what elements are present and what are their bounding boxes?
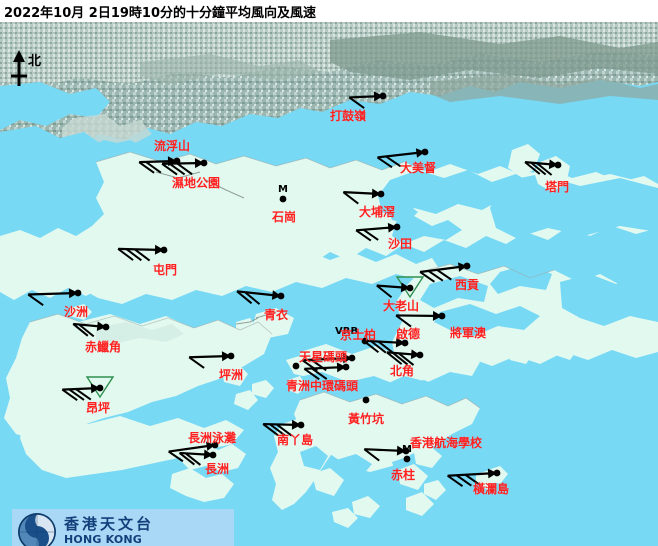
station-dot[interactable]	[377, 190, 385, 198]
wind-barb	[138, 156, 178, 174]
station-label: 沙田	[388, 237, 413, 251]
station-label: 赤鱲角	[85, 340, 122, 354]
calm-marker: M	[278, 184, 288, 195]
station-label: 香港航海學校	[410, 436, 483, 450]
wind-barb	[262, 419, 302, 437]
wind-barb	[524, 159, 559, 176]
station-dot[interactable]	[279, 195, 287, 203]
wind-barb	[117, 244, 165, 262]
wind-barb	[419, 262, 468, 283]
station-label: 長洲	[205, 462, 230, 476]
station-label: 赤柱	[391, 468, 416, 482]
station-dot[interactable]	[379, 92, 387, 100]
station-label: 大埔滘	[359, 205, 396, 219]
hko-logo-en: HONG KONG OBSERVATORY	[64, 533, 143, 546]
station-dot[interactable]	[438, 312, 446, 320]
station-dot[interactable]	[96, 384, 104, 392]
wind-barb	[236, 290, 282, 305]
wind-barb	[178, 449, 214, 466]
wind-barb	[27, 288, 79, 307]
station-dot[interactable]	[406, 284, 414, 292]
station-label: 打鼓嶺	[330, 109, 367, 123]
station-label: 坪洲	[219, 368, 244, 382]
station-label: 長洲泳灘	[188, 431, 237, 445]
station-label: 濕地公園	[172, 176, 221, 190]
variable-wind-marker: VRB	[335, 326, 359, 337]
wind-barb	[72, 321, 107, 338]
wind-barb	[303, 362, 347, 381]
station-label: 青衣	[264, 308, 289, 322]
wind-barb	[363, 445, 407, 462]
station-dot[interactable]	[277, 292, 285, 300]
station-label: 西貢	[455, 278, 480, 292]
map-canvas: 打鼓嶺流浮山濕地公園 M 石崗 大美督塔門大埔滘沙田屯門沙洲赤鱲角昂坪 坪洲 青衣 西貢大老…	[0, 22, 658, 546]
wind-barb	[362, 337, 406, 354]
station-label: 橫瀾島	[473, 482, 510, 496]
station-dot[interactable]	[362, 396, 370, 404]
wind-barb	[61, 383, 101, 402]
station-label: 天星碼頭	[299, 350, 348, 364]
station-dot[interactable]	[402, 447, 410, 455]
station-label: 啟德	[396, 327, 421, 341]
station-dot[interactable]	[403, 455, 411, 463]
station-label: 流浮山	[154, 139, 191, 153]
title-bar: 2022年10月 2日19時10分的十分鐘平均風向及風速	[0, 0, 658, 22]
station-dot[interactable]	[421, 148, 429, 156]
station-dot[interactable]	[200, 159, 208, 167]
wind-barb-layer	[27, 91, 562, 488]
station-dot[interactable]	[160, 246, 168, 254]
station-dot[interactable]	[74, 289, 82, 297]
station-dot[interactable]	[401, 339, 409, 347]
station-label: 塔門	[545, 180, 570, 194]
station-dot[interactable]	[209, 451, 217, 459]
page-title: 2022年10月 2日19時10分的十分鐘平均風向及風速	[4, 6, 317, 21]
station-dot[interactable]	[493, 469, 501, 477]
wind-barb	[395, 310, 443, 328]
wind-barb	[447, 468, 498, 488]
station-label: 大美督	[400, 161, 437, 175]
station-dot[interactable]	[211, 441, 219, 449]
wind-barb	[376, 148, 426, 169]
station-dot[interactable]	[292, 362, 300, 370]
station-dot[interactable]	[393, 223, 401, 231]
station-label: 京士柏	[340, 328, 377, 342]
station-dot[interactable]	[227, 352, 235, 360]
hko-logo: 香港天文台 HONG KONG OBSERVATORY	[12, 509, 234, 546]
station-label: 南丫島	[277, 433, 314, 447]
station-label: 石崗	[272, 210, 297, 224]
wind-barb	[188, 351, 232, 369]
station-dot[interactable]	[416, 351, 424, 359]
map-geography	[0, 22, 658, 546]
station-label: 青洲	[286, 379, 311, 393]
station-label: 昂坪	[86, 401, 111, 415]
wind-barb	[348, 91, 384, 109]
calm-marker: M	[402, 444, 412, 455]
station-dot[interactable]	[102, 323, 110, 331]
station-dot[interactable]	[463, 262, 471, 270]
wind-barb	[161, 158, 205, 176]
station-label: 中環碼頭	[310, 379, 359, 393]
station-label: 大老山	[383, 299, 420, 313]
hko-logo-zh: 香港天文台	[64, 515, 155, 533]
station-label: 沙洲	[64, 305, 89, 319]
north-arrow-icon	[11, 50, 27, 86]
wind-barb	[342, 188, 382, 205]
wind-barb	[376, 282, 411, 299]
wind-barb	[386, 349, 421, 366]
station-dot[interactable]	[554, 161, 562, 169]
wind-barb	[355, 222, 398, 242]
station-label: 北角	[390, 364, 415, 378]
station-dot[interactable]	[297, 421, 305, 429]
station-dot[interactable]	[342, 363, 350, 371]
wind-barb	[168, 441, 216, 463]
station-label: 將軍澳	[450, 326, 487, 340]
north-arrow: 北	[6, 48, 52, 88]
station-label: 屯門	[153, 263, 178, 277]
hko-emblem-icon	[18, 513, 56, 546]
north-label: 北	[28, 54, 42, 69]
station-dot[interactable]	[348, 354, 356, 362]
station-label: 黃竹坑	[348, 412, 385, 426]
